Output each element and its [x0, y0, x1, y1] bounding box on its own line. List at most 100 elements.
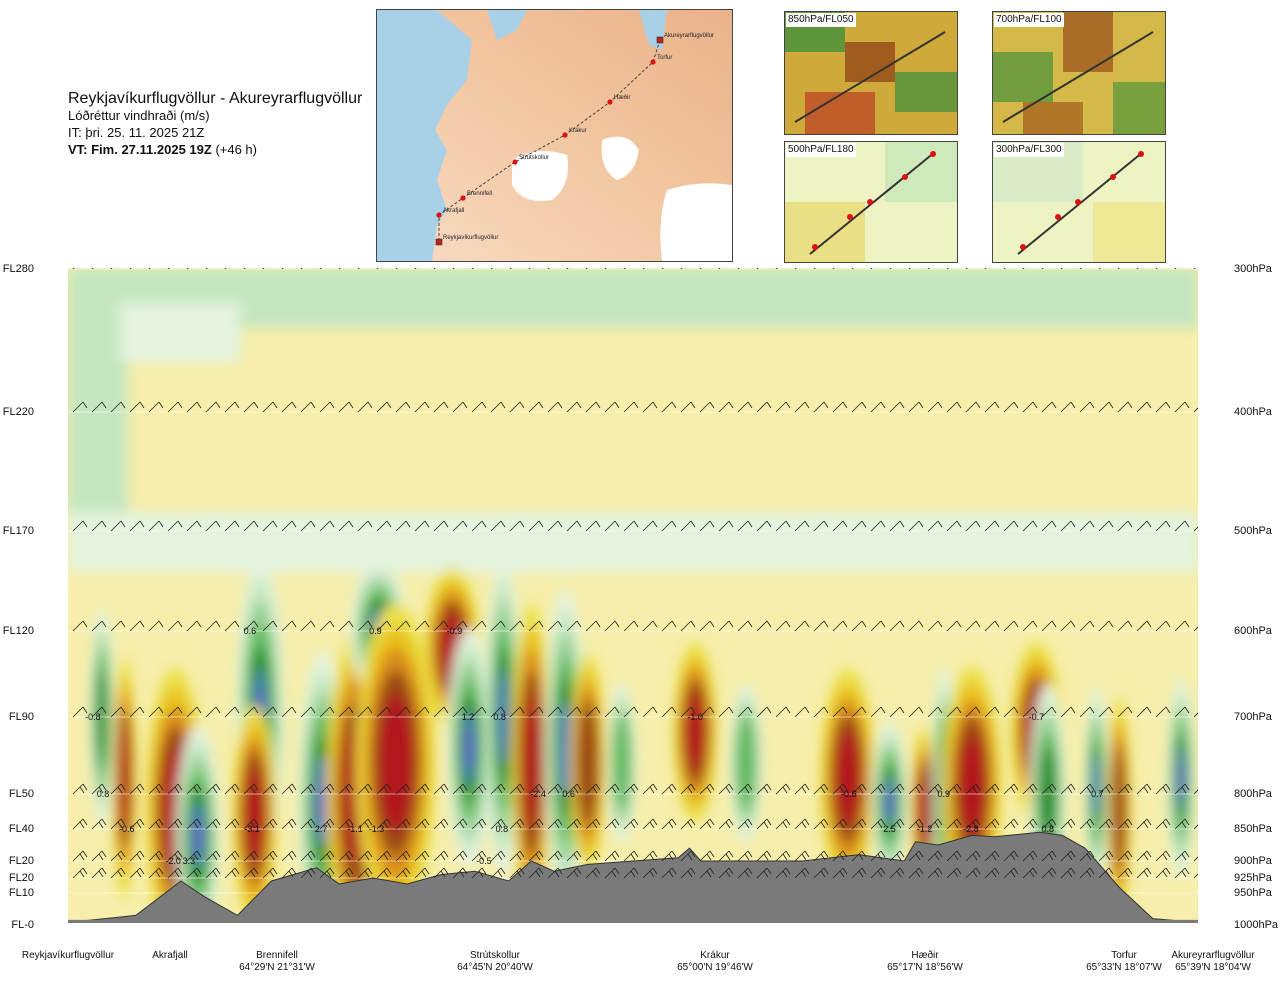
- barb-staff: [509, 401, 521, 413]
- barb-feather: [1201, 871, 1205, 877]
- waypoint-marker: [650, 59, 656, 65]
- wind-barb: [376, 783, 392, 795]
- wind-barb: [1193, 824, 1198, 830]
- barb-staff: [889, 520, 901, 532]
- barb-feather: [462, 850, 468, 858]
- wind-barb: [528, 850, 544, 862]
- barb-staff: [186, 850, 198, 862]
- barb-staff: [148, 620, 160, 632]
- wind-barb: [357, 818, 373, 830]
- barb-feather: [858, 786, 864, 794]
- barb-feather: [83, 262, 87, 265]
- barb-staff: [91, 268, 94, 270]
- wind-barb: [300, 268, 303, 270]
- barb-feather: [668, 853, 674, 861]
- wind-barb: [243, 867, 259, 879]
- barb-feather: [196, 867, 202, 875]
- wind-barb: [262, 783, 278, 795]
- barb-staff: [72, 850, 84, 862]
- y-tick-label-hpa: 925hPa: [1234, 872, 1272, 884]
- barb-feather: [691, 262, 695, 265]
- barb-feather: [402, 786, 408, 794]
- barb-staff: [1136, 401, 1148, 413]
- barb-feather: [269, 853, 275, 861]
- barb-staff: [1117, 520, 1129, 532]
- wind-barb: [718, 850, 734, 862]
- barb-feather: [744, 786, 750, 794]
- barb-feather: [576, 520, 582, 528]
- barb-staff: [699, 520, 711, 532]
- barb-feather: [139, 818, 145, 826]
- barb-staff: [452, 520, 464, 532]
- wind-barb: [623, 706, 639, 718]
- wind-barb: [1136, 268, 1139, 270]
- barb-feather: [405, 706, 411, 714]
- barb-staff: [1193, 856, 1198, 862]
- barb-feather: [348, 401, 354, 409]
- barb-feather: [748, 262, 752, 265]
- wind-barb: [167, 620, 183, 632]
- wind-barb: [585, 706, 601, 718]
- wind-barb: [1079, 706, 1095, 718]
- velocity-cell-dn: [244, 766, 265, 864]
- barb-feather: [386, 867, 392, 875]
- barb-staff: [129, 706, 141, 718]
- wind-barb: [908, 867, 924, 879]
- waypoint-coord: 64°29'N 21°31'W: [239, 962, 315, 973]
- barb-feather: [671, 850, 677, 858]
- barb-feather: [497, 821, 503, 829]
- barb-feather: [196, 850, 202, 858]
- wind-barb: [965, 520, 981, 532]
- barb-feather: [1070, 401, 1076, 409]
- barb-feather: [668, 870, 674, 878]
- barb-feather: [995, 262, 999, 265]
- barb-feather: [174, 786, 180, 794]
- barb-feather: [501, 262, 505, 265]
- barb-staff: [737, 867, 749, 879]
- barb-feather: [405, 850, 411, 858]
- barb-feather: [766, 520, 772, 528]
- wind-barb: [1098, 520, 1114, 532]
- barb-feather: [1089, 783, 1095, 791]
- barb-feather: [649, 821, 655, 829]
- barb-feather: [120, 520, 126, 528]
- barb-staff: [1155, 818, 1167, 830]
- barb-feather: [348, 867, 354, 875]
- wind-barb: [718, 268, 721, 270]
- barb-staff: [661, 783, 673, 795]
- barb-feather: [538, 620, 544, 628]
- barb-staff: [813, 620, 825, 632]
- barb-feather: [367, 401, 373, 409]
- value-label: -1.3: [369, 824, 385, 834]
- barb-staff: [490, 520, 502, 532]
- wind-barb: [813, 268, 816, 270]
- barb-feather: [345, 870, 351, 878]
- waypoint-coord: 65°17'N 18°56'W: [887, 962, 963, 973]
- wind-barb: [813, 818, 829, 830]
- barb-staff: [1174, 520, 1186, 532]
- barb-feather: [383, 853, 389, 861]
- barb-feather: [193, 870, 199, 878]
- wind-barb: [927, 867, 943, 879]
- wind-barb: [870, 620, 886, 632]
- barb-feather: [538, 783, 544, 791]
- barb-staff: [262, 620, 274, 632]
- barb-staff: [1003, 268, 1006, 270]
- wind-barb: [699, 268, 702, 270]
- wind-barb: [1022, 520, 1038, 532]
- wind-barb: [167, 783, 183, 795]
- barb-feather: [538, 520, 544, 528]
- wind-barb: [661, 818, 677, 830]
- barb-staff: [1136, 867, 1148, 879]
- wind-barb: [851, 520, 867, 532]
- barb-staff: [661, 867, 673, 879]
- barb-staff: [642, 620, 654, 632]
- wind-barb: [889, 850, 905, 862]
- barb-staff: [870, 620, 882, 632]
- barb-staff: [927, 783, 939, 795]
- barb-staff: [1041, 401, 1053, 413]
- wind-barb: [946, 520, 962, 532]
- barb-feather: [405, 620, 411, 628]
- wind-barb: [281, 620, 297, 632]
- barb-feather: [478, 786, 484, 794]
